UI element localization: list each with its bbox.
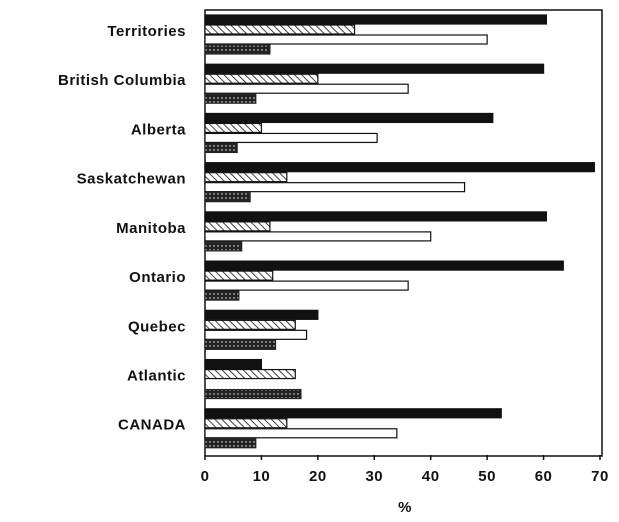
bar: [204, 309, 319, 320]
bar: [204, 24, 356, 35]
bar: [204, 182, 466, 193]
bar: [204, 192, 251, 203]
bar: [204, 14, 547, 25]
bar: [204, 93, 257, 104]
bar: [204, 358, 263, 370]
bar: [204, 44, 271, 55]
bar: [204, 270, 274, 281]
x-tick-label: 30: [365, 468, 383, 485]
bar: [204, 221, 271, 232]
bar: [204, 241, 243, 252]
x-tick-label: 70: [591, 468, 609, 485]
bar: [204, 172, 288, 183]
bar: [204, 428, 398, 439]
bar: [204, 368, 296, 380]
y-tick-label: Alberta: [131, 121, 186, 138]
bar: [204, 388, 302, 400]
bar: [204, 231, 432, 242]
bar: [204, 63, 545, 74]
y-tick-label: British Columbia: [58, 72, 186, 89]
y-tick-label: Territories: [107, 23, 186, 40]
x-tick-label: 10: [253, 468, 271, 485]
y-tick-label: CANADA: [118, 417, 186, 434]
bar: [204, 83, 409, 94]
x-tick-label: 0: [201, 468, 210, 485]
bar: [204, 418, 288, 429]
x-tick-label: 50: [478, 468, 496, 485]
bar: [204, 132, 378, 144]
bar: [204, 142, 238, 154]
y-tick-label: Atlantic: [127, 368, 186, 385]
bar: [204, 329, 308, 340]
bar: [204, 162, 595, 173]
y-tick-label: Ontario: [129, 269, 186, 286]
y-tick-label: Quebec: [128, 318, 186, 335]
bar: [204, 112, 494, 124]
bar: [204, 438, 257, 449]
x-tick-label: 20: [309, 468, 327, 485]
bar: [204, 122, 263, 134]
bar: [204, 211, 547, 222]
x-tick-label: 40: [422, 468, 440, 485]
x-axis-label: %: [398, 499, 412, 516]
bar: [204, 34, 488, 45]
y-tick-label: Saskatchewan: [77, 171, 186, 188]
bar: [204, 339, 277, 350]
bar: [204, 290, 240, 301]
bar: [204, 73, 319, 84]
bar: [204, 280, 409, 291]
x-tick-label: 60: [535, 468, 553, 485]
bar: [204, 408, 502, 419]
bar: [204, 260, 564, 271]
y-tick-label: Manitoba: [116, 220, 186, 237]
bar: [204, 319, 296, 330]
